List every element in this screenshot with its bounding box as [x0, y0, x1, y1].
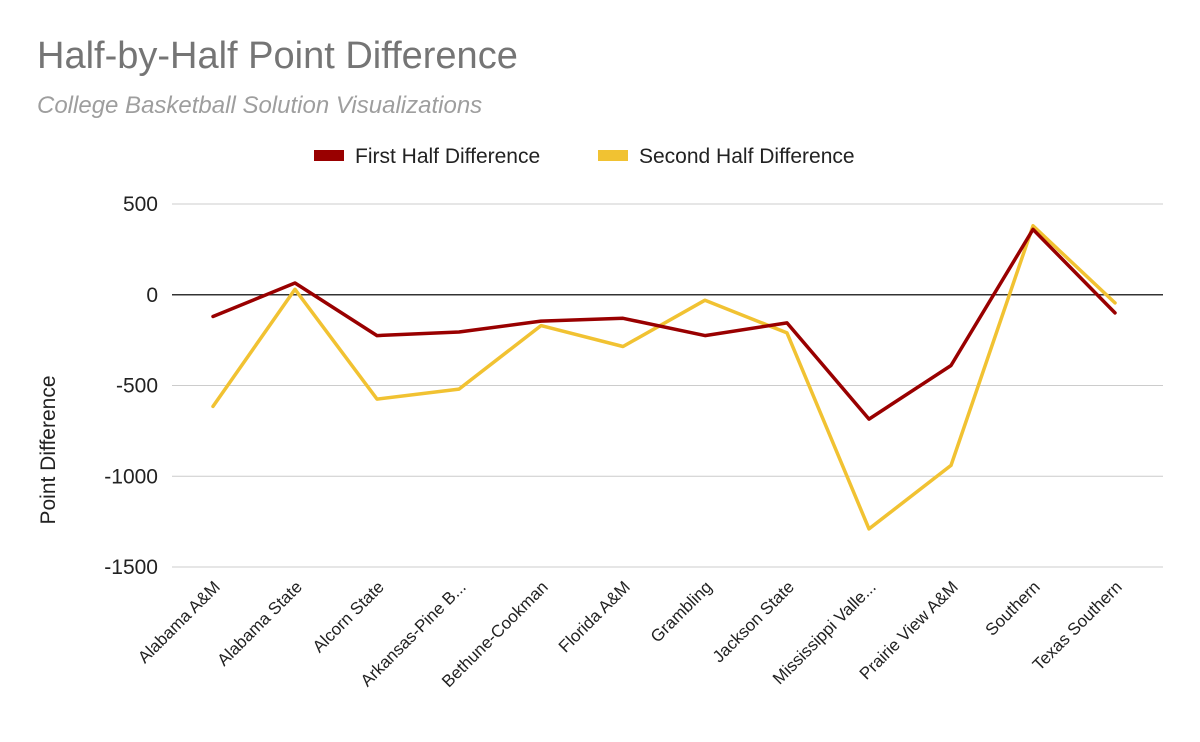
x-tick-label: Jackson State: [709, 577, 798, 666]
x-tick-label: Texas Southern: [1029, 577, 1126, 674]
legend-label-first-half: First Half Difference: [355, 145, 540, 168]
series-lines: [211, 224, 1117, 531]
y-tick-label: -500: [116, 375, 158, 398]
y-tick-label: 0: [146, 284, 158, 307]
legend-swatch-first-half: [314, 150, 344, 161]
y-tick-label: -1500: [104, 556, 158, 579]
legend-label-second-half: Second Half Difference: [639, 145, 855, 168]
legend-swatch-second-half: [598, 150, 628, 161]
y-axis-label: Point Difference: [37, 375, 60, 524]
series-line-second-half: [211, 224, 1117, 531]
legend: First Half Difference Second Half Differ…: [314, 145, 855, 168]
x-tick-label: Grambling: [647, 577, 716, 646]
chart-subtitle: College Basketball Solution Visualizatio…: [37, 92, 482, 119]
x-tick-label: Alabama State: [214, 577, 306, 669]
x-tick-label: Alcorn State: [309, 577, 388, 656]
x-tick-label: Alabama A&M: [134, 577, 224, 667]
series-line-first-half: [211, 227, 1117, 421]
x-tick-label: Southern: [982, 577, 1044, 639]
x-tick-label: Florida A&M: [555, 577, 634, 656]
gridlines: [172, 203, 1163, 568]
y-tick-label: 500: [123, 193, 158, 216]
y-tick-label: -1000: [104, 465, 158, 488]
chart-title: Half-by-Half Point Difference: [37, 35, 518, 77]
y-axis-ticks: 500 0 -500 -1000 -1500: [104, 193, 158, 579]
